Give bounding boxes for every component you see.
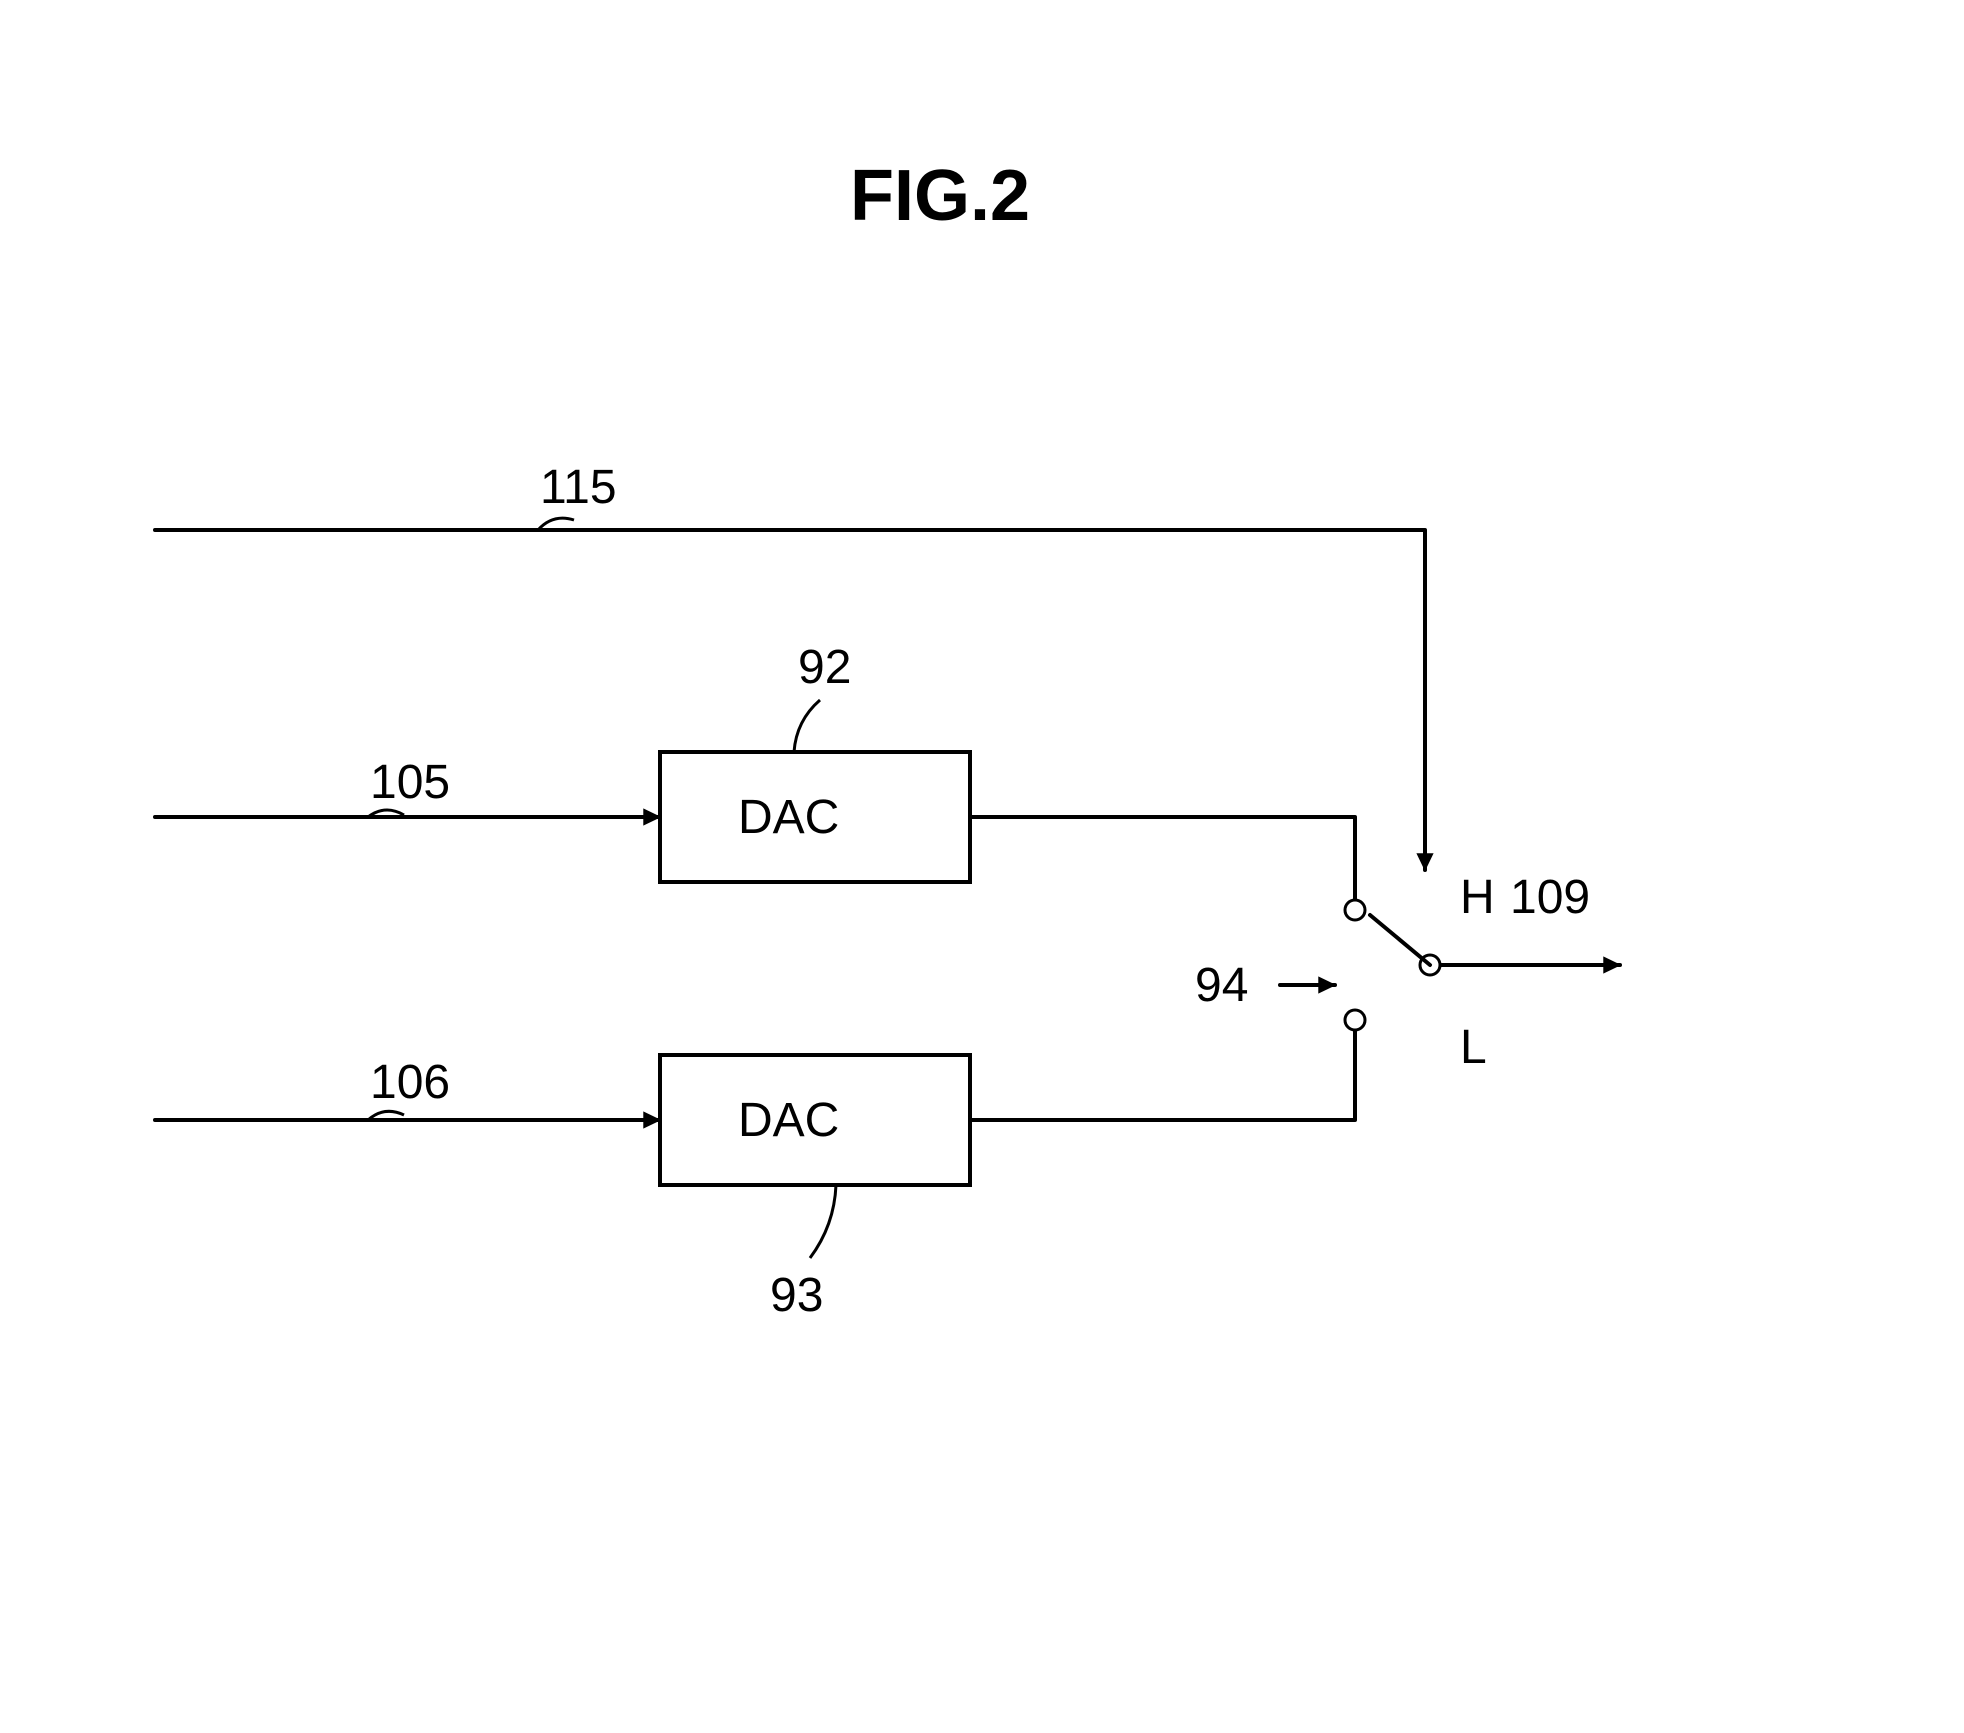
wire-105-ref: 105 [370,755,450,810]
circuit-diagram [0,0,1964,1733]
figure-title: FIG.2 [850,155,1030,237]
switch-ref: 94 [1195,958,1248,1013]
wire-106-ref: 106 [370,1055,450,1110]
wire-115-ref: 115 [540,460,617,515]
switch-h-label: H [1460,870,1495,925]
dac-bot-label: DAC [738,1093,839,1148]
wire-109-ref: 109 [1510,870,1590,925]
dac-top-ref: 92 [798,640,851,695]
switch-l-label: L [1460,1020,1487,1075]
dac-top-label: DAC [738,790,839,845]
dac-bot-ref: 93 [770,1268,823,1323]
